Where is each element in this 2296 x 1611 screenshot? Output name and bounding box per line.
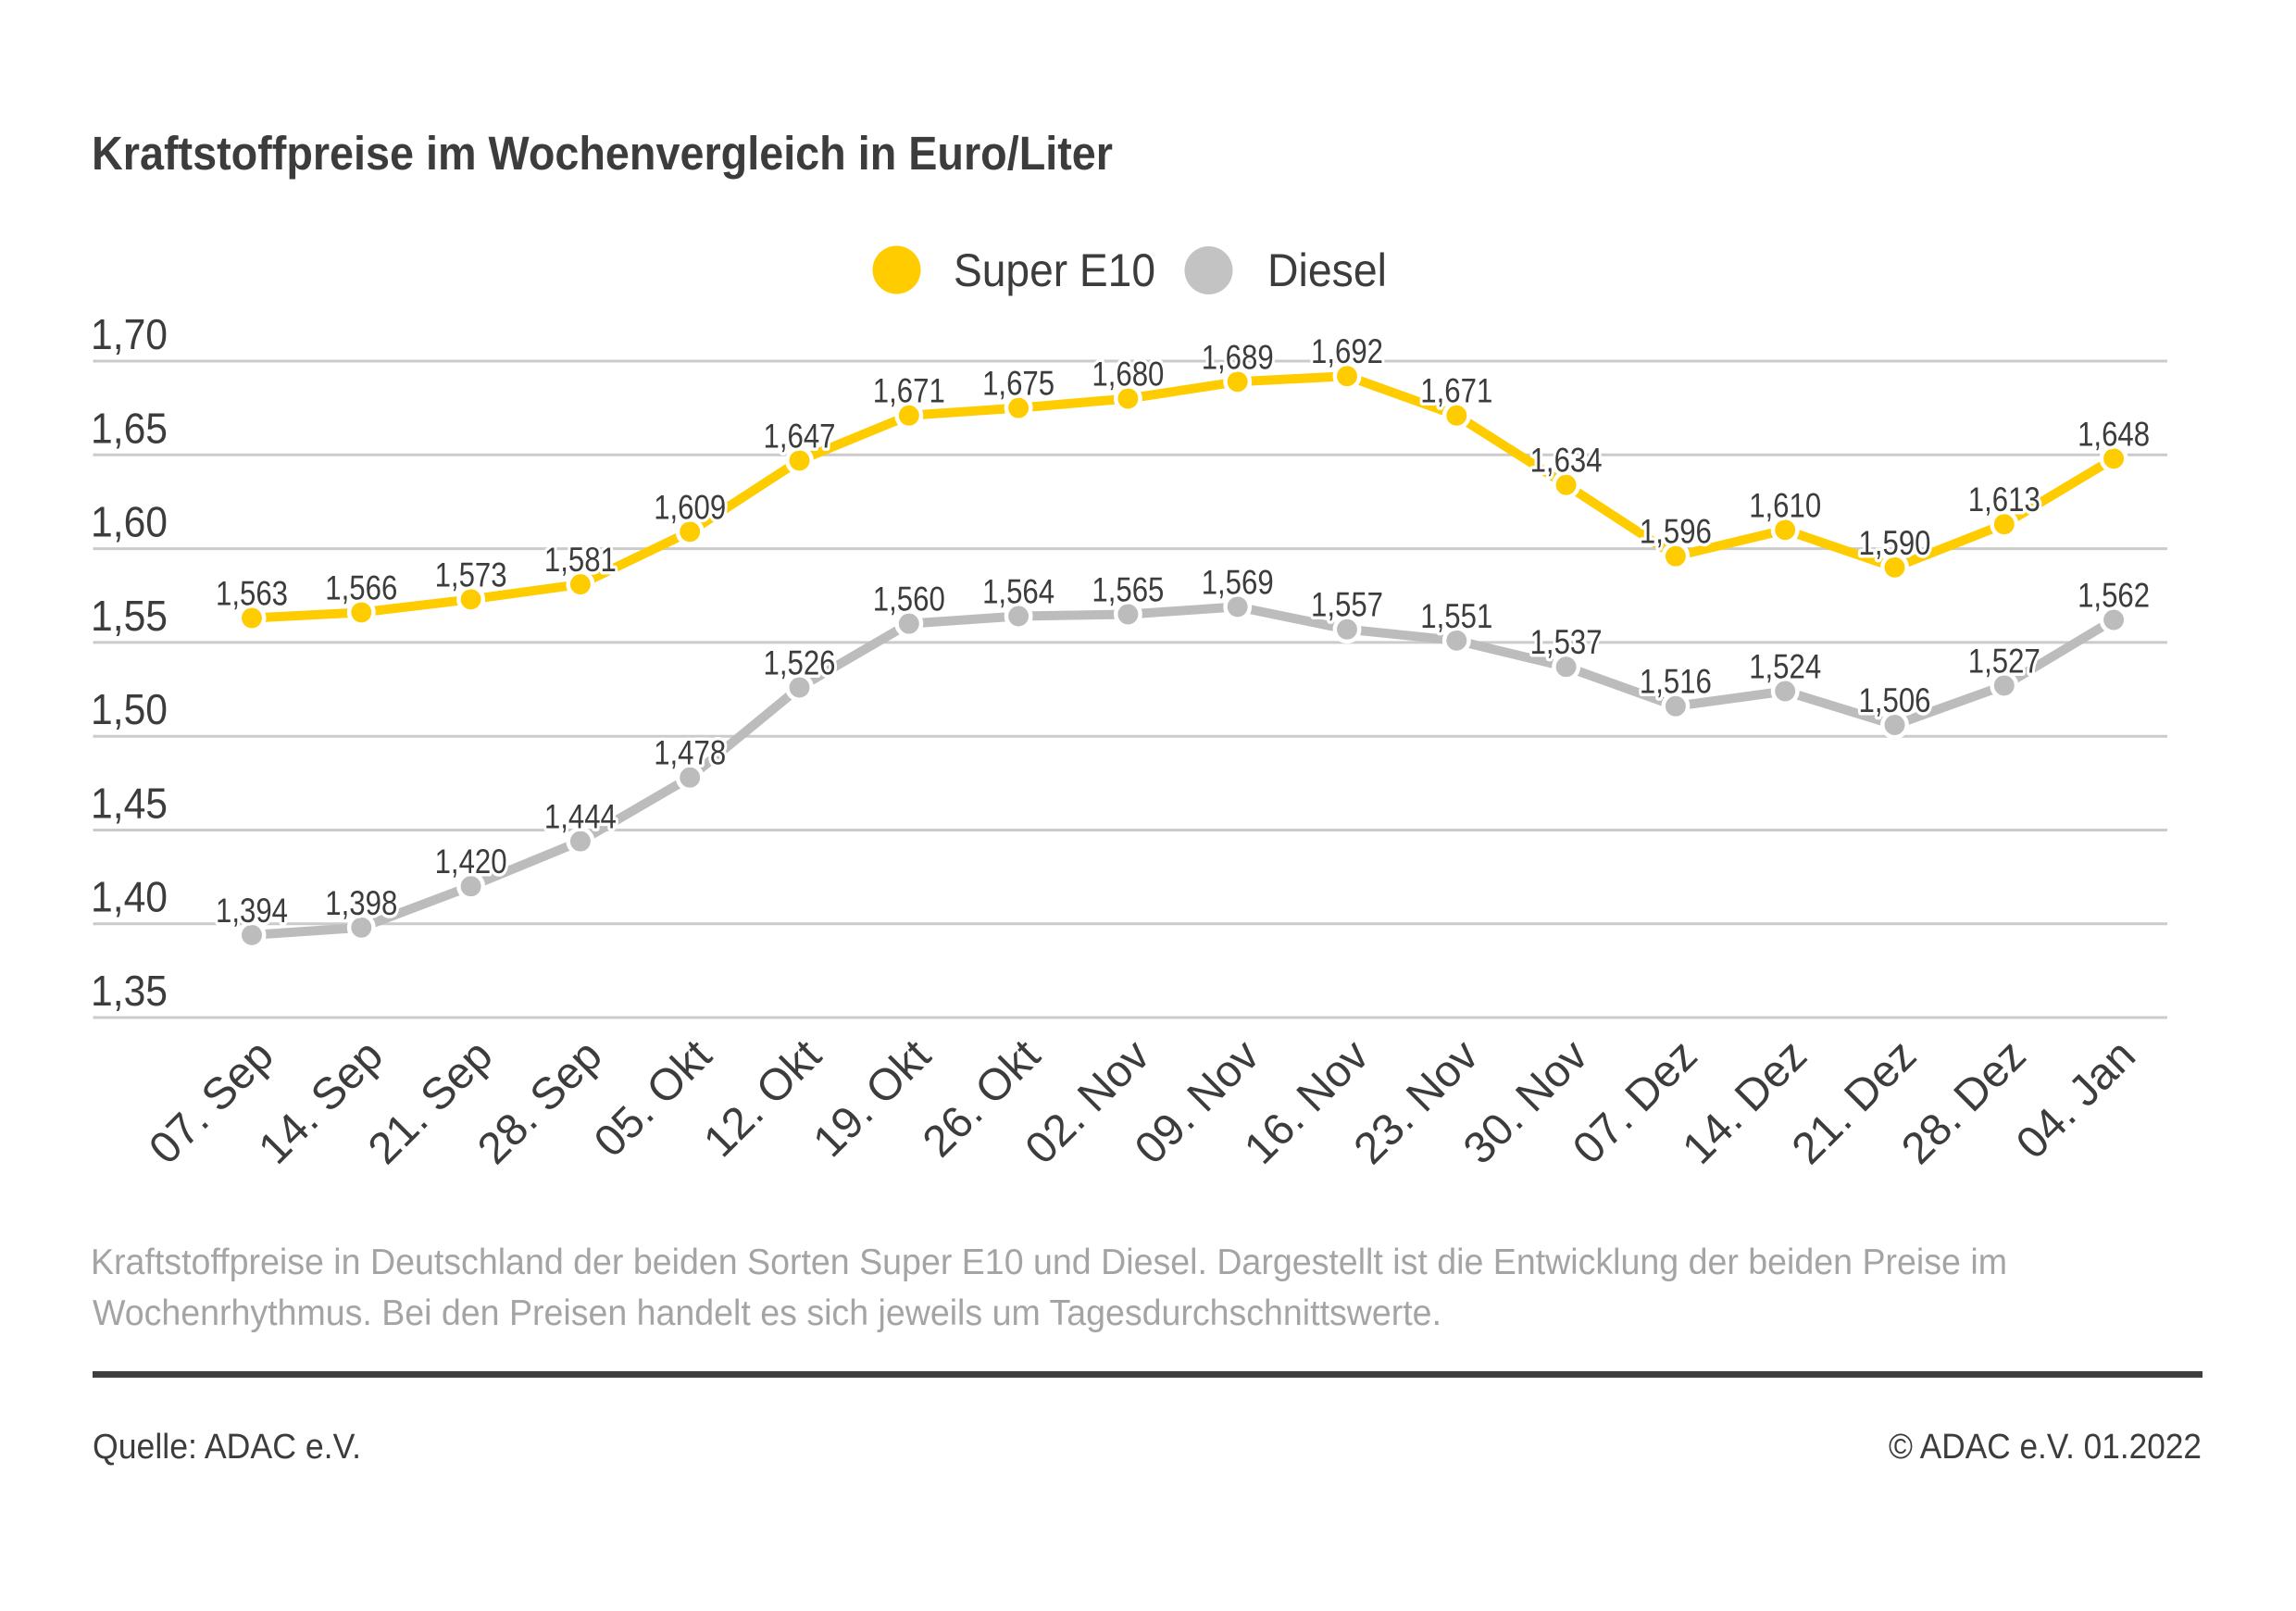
svg-text:1,671: 1,671 <box>873 372 945 410</box>
svg-text:1,562: 1,562 <box>2078 577 2150 615</box>
svg-text:1,647: 1,647 <box>764 417 836 455</box>
svg-text:1,524: 1,524 <box>1749 648 1821 686</box>
svg-text:1,50: 1,50 <box>91 685 168 733</box>
svg-text:1,565: 1,565 <box>1092 571 1164 609</box>
svg-text:1,692: 1,692 <box>1311 332 1383 370</box>
svg-text:Kraftstoffpreise im Wochenverg: Kraftstoffpreise im Wochenvergleich in E… <box>92 127 1113 180</box>
svg-text:1,40: 1,40 <box>91 873 168 921</box>
svg-text:1,70: 1,70 <box>91 310 168 358</box>
svg-text:Kraftstoffpreise in Deutschlan: Kraftstoffpreise in Deutschland der beid… <box>91 1243 2007 1282</box>
svg-text:1,648: 1,648 <box>2078 415 2150 453</box>
svg-text:1,557: 1,557 <box>1311 586 1383 624</box>
svg-text:1,590: 1,590 <box>1859 524 1931 562</box>
svg-text:1,478: 1,478 <box>654 734 726 772</box>
svg-text:1,506: 1,506 <box>1859 681 1931 719</box>
svg-text:1,65: 1,65 <box>91 404 168 452</box>
svg-text:1,613: 1,613 <box>1968 481 2040 518</box>
svg-text:1,680: 1,680 <box>1092 356 1164 393</box>
svg-text:1,60: 1,60 <box>91 498 168 546</box>
svg-text:1,527: 1,527 <box>1968 642 2040 680</box>
svg-text:1,560: 1,560 <box>873 581 945 618</box>
svg-text:1,671: 1,671 <box>1420 372 1492 410</box>
svg-text:1,563: 1,563 <box>216 575 288 613</box>
svg-text:1,444: 1,444 <box>544 798 617 836</box>
svg-text:1,609: 1,609 <box>654 488 726 526</box>
svg-text:1,610: 1,610 <box>1749 486 1821 524</box>
svg-text:Wochenrhythmus. Bei den Preise: Wochenrhythmus. Bei den Preisen handelt … <box>93 1293 1441 1333</box>
svg-text:1,569: 1,569 <box>1202 563 1274 601</box>
svg-text:© ADAC e.V. 01.2022: © ADAC e.V. 01.2022 <box>1889 1428 2202 1467</box>
svg-text:1,35: 1,35 <box>91 967 168 1015</box>
svg-text:1,573: 1,573 <box>435 556 507 593</box>
svg-text:1,566: 1,566 <box>325 568 397 606</box>
svg-text:1,689: 1,689 <box>1202 338 1274 376</box>
svg-text:1,45: 1,45 <box>91 780 168 828</box>
svg-text:1,581: 1,581 <box>544 541 617 579</box>
svg-text:1,526: 1,526 <box>764 644 836 682</box>
svg-text:1,596: 1,596 <box>1640 513 1712 551</box>
svg-text:Diesel: Diesel <box>1267 244 1387 296</box>
svg-text:1,516: 1,516 <box>1640 663 1712 701</box>
svg-text:1,537: 1,537 <box>1530 623 1603 661</box>
svg-text:1,634: 1,634 <box>1530 442 1603 480</box>
svg-text:1,420: 1,420 <box>435 843 507 880</box>
svg-text:Super E10: Super E10 <box>954 244 1155 296</box>
svg-text:1,675: 1,675 <box>982 365 1054 403</box>
svg-text:1,564: 1,564 <box>982 573 1054 611</box>
svg-text:Quelle: ADAC e.V.: Quelle: ADAC e.V. <box>93 1428 361 1467</box>
svg-text:1,55: 1,55 <box>91 592 168 640</box>
svg-text:1,394: 1,394 <box>216 892 288 930</box>
svg-text:1,398: 1,398 <box>325 884 397 922</box>
svg-text:1,551: 1,551 <box>1420 597 1492 635</box>
